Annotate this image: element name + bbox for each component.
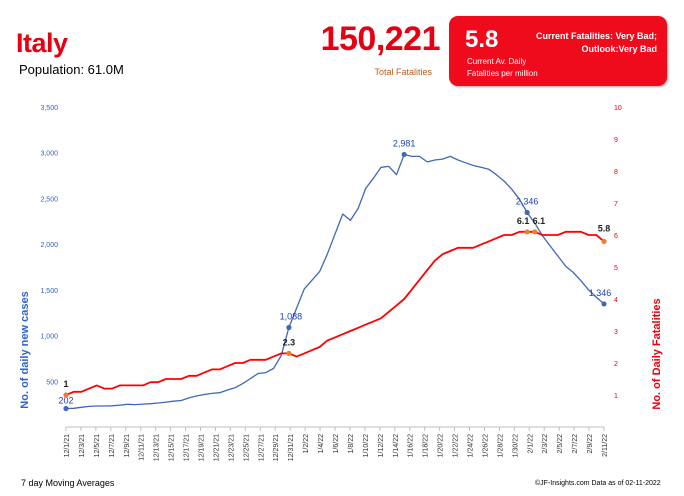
x-tick-label: 1/2/22 (303, 434, 310, 454)
fatalities-data-label: 1 (63, 379, 68, 389)
series-line-cases (65, 153, 605, 410)
y-right-tick-label: 7 (614, 201, 618, 208)
x-tick-label: 1/16/22 (408, 434, 415, 457)
fatalities-data-label: 2.3 (283, 337, 296, 347)
y-right-tick-label: 10 (614, 105, 622, 112)
cases-data-label: 1,346 (589, 288, 612, 298)
x-tick-label: 12/15/21 (169, 434, 176, 461)
x-tick-label: 2/5/22 (557, 434, 564, 454)
status-value: 5.8 (465, 26, 499, 53)
x-tick-label: 2/7/22 (572, 434, 579, 454)
fatalities-marker (524, 229, 530, 235)
status-subtitle: Current Av. Daily Fatalities per million (467, 56, 538, 80)
x-tick-label: 1/24/22 (468, 434, 475, 457)
x-tick-label: 1/20/22 (438, 434, 445, 457)
status-title: Current Fatalities: Very Bad; Outlook:Ve… (517, 30, 657, 56)
y-left-tick-label: 2,500 (40, 196, 58, 203)
x-tick-label: 12/31/21 (288, 434, 295, 461)
x-tick-label: 12/13/21 (154, 434, 161, 461)
x-tick-label: 1/22/22 (453, 434, 460, 457)
cases-marker (401, 151, 407, 158)
cases-data-label: 2,981 (393, 138, 416, 148)
cases-data-label: 202 (58, 396, 73, 406)
fatalities-data-label: 6.1 (517, 216, 530, 226)
total-fatalities-label: Total Fatalities (374, 67, 432, 77)
x-tick-label: 12/9/21 (124, 434, 131, 457)
x-tick-label: 1/30/22 (512, 434, 519, 457)
x-tick-label: 1/4/22 (318, 434, 325, 454)
fatalities-data-label: 6.1 (533, 216, 546, 226)
cases-marker (601, 301, 607, 307)
fatalities-data-label: 5.8 (598, 223, 611, 233)
cases-data-label: 1,088 (280, 312, 303, 322)
y-left-tick-label: 500 (46, 379, 58, 386)
cases-marker (524, 209, 530, 216)
y-right-tick-label: 5 (614, 265, 618, 272)
x-tick-label: 2/3/22 (542, 434, 549, 454)
x-tick-label: 1/26/22 (482, 434, 489, 457)
x-tick-label: 12/7/21 (109, 434, 116, 457)
fatalities-marker (63, 392, 69, 398)
status-box: 5.8 Current Fatalities: Very Bad; Outloo… (449, 16, 667, 86)
y-right-tick-label: 4 (614, 297, 618, 304)
y-right-tick-label: 8 (614, 169, 618, 176)
y-right-tick-label: 1 (614, 393, 618, 400)
x-tick-label: 1/28/22 (497, 434, 504, 457)
x-tick-label: 12/23/21 (228, 434, 235, 461)
x-tick-label: 1/12/22 (378, 434, 385, 457)
x-tick-label: 1/6/22 (333, 434, 340, 454)
population-label: Population: 61.0M (19, 62, 124, 77)
x-tick-label: 12/27/21 (258, 434, 265, 461)
y-left-tick-label: 3,000 (40, 151, 58, 158)
status-sub-line-1: Current Av. Daily (467, 57, 527, 66)
y-right-tick-label: 9 (614, 137, 618, 144)
y-left-tick-label: 1,000 (40, 334, 58, 341)
status-sub-line-2: Fatalities per million (467, 69, 538, 78)
status-line-1: Current Fatalities: Very Bad; (535, 31, 657, 41)
status-line-2: Outlook:Very Bad (581, 44, 657, 54)
x-tick-label: 12/3/21 (79, 434, 86, 457)
x-tick-label: 12/29/21 (273, 434, 280, 461)
x-tick-label: 2/1/22 (527, 434, 534, 454)
x-tick-label: 12/25/21 (243, 434, 250, 461)
x-tick-label: 1/8/22 (348, 434, 355, 454)
y-left-tick-label: 3,500 (40, 105, 58, 112)
y-left-tick-label: 1,500 (40, 288, 58, 295)
x-tick-label: 1/14/22 (393, 434, 400, 457)
y-right-tick-label: 3 (614, 329, 618, 336)
y-right-tick-label: 2 (614, 361, 618, 368)
x-tick-label: 12/1/21 (64, 434, 71, 457)
x-tick-label: 1/18/22 (423, 434, 430, 457)
x-tick-label: 12/11/21 (139, 434, 146, 461)
x-tick-label: 2/9/22 (587, 434, 594, 454)
fatalities-marker (286, 350, 292, 356)
x-tick-label: 2/11/22 (602, 434, 609, 457)
y-right-tick-label: 6 (614, 233, 618, 240)
footer-note: 7 day Moving Averages (21, 478, 115, 488)
cases-data-label: 2,346 (516, 197, 539, 207)
x-tick-label: 1/10/22 (363, 434, 370, 457)
footer-credit: ©JF-Insights.com Data as of 02-11-2022 (535, 480, 661, 487)
cases-marker (286, 324, 292, 331)
x-tick-label: 12/17/21 (184, 434, 191, 461)
x-tick-label: 12/19/21 (199, 434, 206, 461)
cases-marker (63, 405, 69, 412)
x-tick-label: 12/5/21 (94, 434, 101, 457)
fatalities-marker (532, 229, 538, 235)
country-title: Italy (16, 28, 68, 58)
x-tick-label: 12/21/21 (213, 434, 220, 461)
fatalities-marker (601, 238, 607, 244)
y-left-tick-label: 2,000 (40, 242, 58, 249)
total-fatalities-value: 150,221 (320, 20, 441, 58)
series-line-fatalities (65, 230, 605, 396)
